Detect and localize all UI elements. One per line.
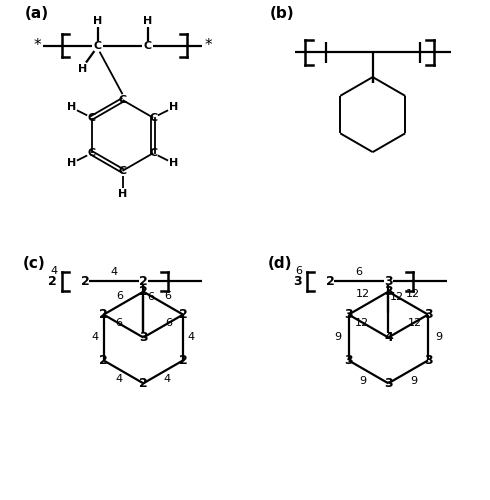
Text: 9: 9 — [410, 376, 417, 386]
Text: H: H — [78, 64, 88, 74]
Text: 12: 12 — [356, 289, 370, 299]
Text: H: H — [93, 16, 102, 26]
Text: 3: 3 — [344, 354, 353, 367]
Text: (d): (d) — [268, 256, 292, 271]
Text: 4: 4 — [116, 374, 123, 384]
Text: 9: 9 — [360, 376, 367, 386]
Text: 12: 12 — [355, 318, 369, 328]
Text: 2: 2 — [139, 377, 147, 390]
Text: 6: 6 — [295, 266, 302, 276]
Text: 3: 3 — [384, 285, 392, 298]
Text: H: H — [67, 158, 76, 168]
Text: (c): (c) — [23, 256, 45, 271]
Text: 2: 2 — [81, 275, 89, 288]
Text: 2: 2 — [99, 308, 108, 321]
Text: C: C — [149, 148, 157, 158]
Text: 6: 6 — [356, 267, 363, 277]
Text: 4: 4 — [111, 267, 118, 277]
Text: H: H — [118, 188, 127, 198]
Text: 2: 2 — [49, 275, 57, 288]
Text: 2: 2 — [326, 275, 334, 288]
Text: 3: 3 — [294, 275, 302, 288]
Text: 4: 4 — [164, 374, 171, 384]
Text: *: * — [204, 38, 212, 54]
Text: H: H — [169, 102, 178, 113]
Text: 12: 12 — [407, 318, 421, 328]
Text: 6: 6 — [115, 318, 122, 328]
Text: *: * — [33, 38, 41, 54]
Text: 2: 2 — [139, 275, 147, 288]
Text: 3: 3 — [424, 308, 432, 321]
Text: 3: 3 — [139, 331, 147, 344]
Text: (a): (a) — [24, 6, 49, 21]
Text: 6: 6 — [116, 291, 123, 301]
Text: 4: 4 — [92, 332, 99, 342]
Text: C: C — [119, 95, 126, 105]
Text: C: C — [88, 148, 96, 158]
Text: 4: 4 — [188, 332, 195, 342]
Text: 2: 2 — [179, 308, 187, 321]
Text: C: C — [88, 112, 96, 122]
Text: 12: 12 — [406, 289, 420, 299]
Text: 4: 4 — [384, 331, 392, 344]
Text: C: C — [149, 112, 157, 122]
Text: 3: 3 — [344, 308, 353, 321]
Text: H: H — [143, 16, 152, 26]
Text: 3: 3 — [384, 377, 392, 390]
Text: 9: 9 — [335, 332, 342, 342]
Text: 6: 6 — [147, 292, 154, 302]
Text: H: H — [67, 102, 76, 113]
Text: C: C — [144, 41, 151, 51]
Text: 6: 6 — [164, 291, 171, 301]
Text: 12: 12 — [390, 292, 404, 302]
Text: 9: 9 — [435, 332, 442, 342]
Text: 3: 3 — [384, 275, 392, 288]
Text: 2: 2 — [179, 354, 187, 367]
Text: C: C — [94, 41, 101, 51]
Text: H: H — [169, 158, 178, 168]
Text: 6: 6 — [165, 318, 172, 328]
Text: 3: 3 — [424, 354, 432, 367]
Text: (b): (b) — [270, 6, 294, 21]
Text: 2: 2 — [99, 354, 108, 367]
Text: 2: 2 — [139, 285, 147, 298]
Text: C: C — [119, 166, 126, 176]
Text: 4: 4 — [50, 266, 57, 276]
